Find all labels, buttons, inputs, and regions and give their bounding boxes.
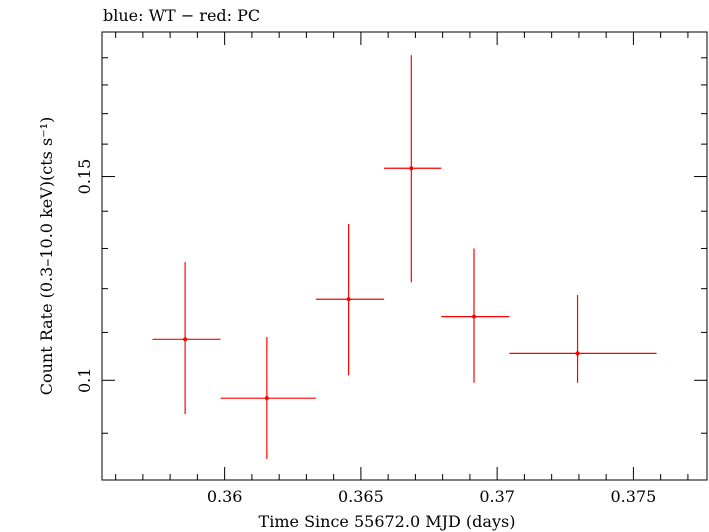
data-point-pc [384,55,442,283]
x-tick-label: 0.365 [338,487,384,506]
y-tick-label: 0.1 [75,368,94,393]
data-marker [264,396,269,401]
x-axis-label: Time Since 55672.0 MJD (days) [259,512,516,531]
x-tick-label: 0.36 [207,487,243,506]
data-marker [409,166,414,171]
data-point-pc [315,223,385,376]
data-marker [575,351,580,356]
data-points [152,55,657,459]
y-axis-label: Count Rate (0.3–10.0 keV)(cts s⁻¹) [37,117,56,396]
axis-tick-labels: 0.36 0.365 0.37 0.375 0.1 0.15 [75,159,656,506]
y-tick-label: 0.15 [75,159,94,195]
data-marker [471,314,476,319]
data-point-pc [152,262,221,415]
data-point-pc [441,248,510,383]
data-marker [346,297,351,302]
data-point-pc [220,336,316,459]
data-point-pc [509,294,657,383]
axis-ticks [102,32,707,480]
plot-frame [101,31,708,481]
x-tick-label: 0.375 [611,487,657,506]
x-tick-label: 0.37 [479,487,515,506]
chart-title: blue: WT − red: PC [103,6,260,25]
data-marker [183,337,188,342]
